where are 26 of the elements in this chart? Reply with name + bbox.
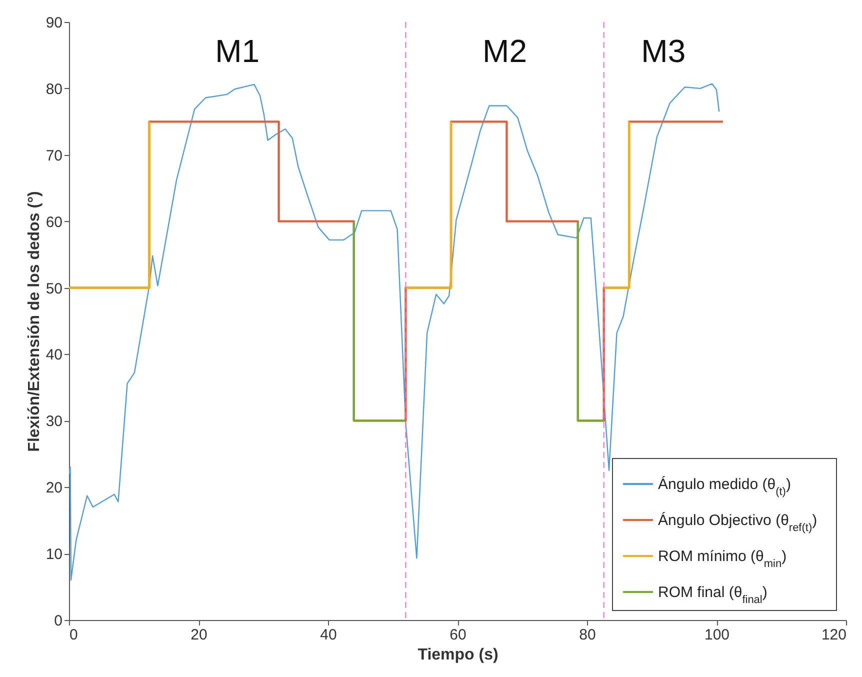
y-tick-label: 30 <box>46 413 62 430</box>
y-axis-title: Flexión/Extensión de los dedos (°) <box>26 191 43 452</box>
y-tick-label: 90 <box>46 14 62 32</box>
y-tick-label: 80 <box>46 80 62 98</box>
y-tick-label: 60 <box>46 214 62 231</box>
y-tick-label: 50 <box>46 280 62 298</box>
x-tick-label: 80 <box>579 626 596 644</box>
x-tick-label: 100 <box>704 626 730 644</box>
y-tick-label: 70 <box>46 147 62 164</box>
y-tick-label: 10 <box>46 546 62 564</box>
annotation: M2 <box>482 33 527 69</box>
legend-label: ROM mínimo (θ$_{min}$) <box>658 548 787 570</box>
x-tick-label: 120 <box>821 626 846 644</box>
legend-label: ROM final (θ$_{final}$) <box>658 584 768 606</box>
y-tick-label: 40 <box>46 346 62 364</box>
x-tick-label: 20 <box>190 626 208 644</box>
annotation: M3 <box>641 33 686 69</box>
legend-label: Ángulo Objectivo (θ$_{ref(t)}$) <box>658 511 818 534</box>
x-tick-label: 60 <box>450 626 466 644</box>
y-tick-label: 0 <box>54 612 62 630</box>
x-tick-label: 40 <box>320 626 337 644</box>
annotation: M1 <box>215 33 260 69</box>
x-axis-title: Tiempo (s) <box>418 646 498 664</box>
legend-label: Ángulo medido (θ$_{(t)}$) <box>658 475 791 498</box>
x-tick-label: 0 <box>70 626 78 644</box>
y-tick-label: 20 <box>46 480 62 497</box>
